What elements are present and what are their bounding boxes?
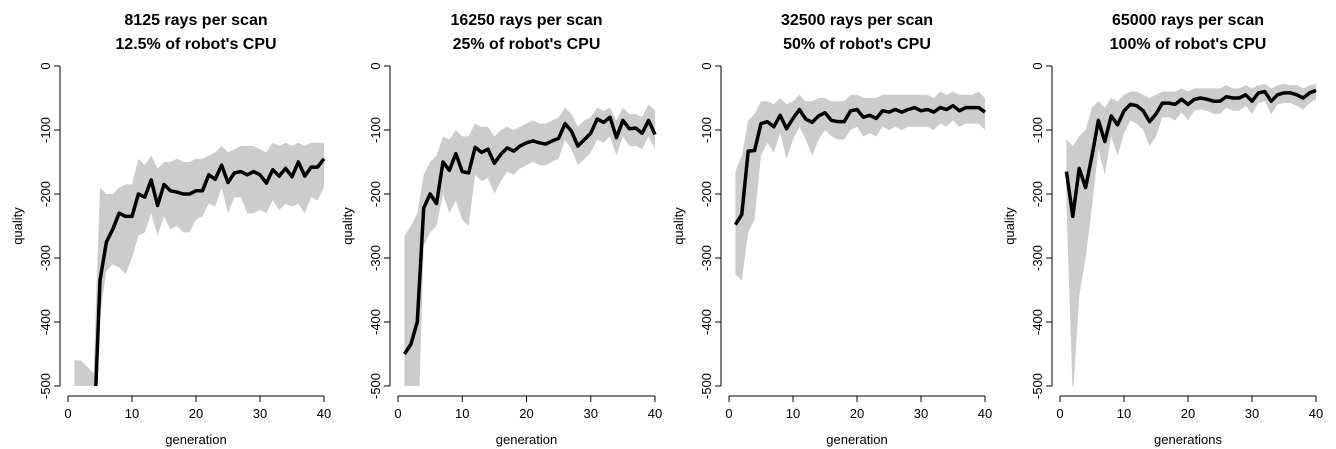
y-axis-title: quality (10, 207, 25, 245)
chart-title: 32500 rays per scan (781, 12, 933, 29)
y-tick-label: 0 (38, 62, 53, 69)
y-tick-label: -400 (368, 309, 383, 335)
y-tick-label: -100 (1030, 117, 1045, 143)
x-tick-label: 40 (648, 406, 662, 421)
x-tick-label: 30 (253, 406, 267, 421)
chart-title: 65000 rays per scan (1112, 12, 1264, 29)
range-band (735, 91, 985, 281)
x-tick-label: 10 (125, 406, 139, 421)
x-tick-label: 0 (1056, 406, 1063, 421)
y-tick-label: -500 (368, 373, 383, 399)
mean-line (402, 115, 657, 355)
x-tick-label: 0 (64, 406, 71, 421)
y-tick-label: -400 (38, 309, 53, 335)
y-tick-label: -300 (1030, 245, 1045, 271)
chart-panel-4: 0 -100 -200 -300 -400 -500 0 10 20 30 40 generation… (1002, 12, 1323, 447)
x-tick-label: 40 (978, 406, 992, 421)
chart-title: 8125 rays per scan (124, 12, 267, 29)
x-tick-label: 20 (850, 406, 864, 421)
mean-line (1064, 88, 1317, 219)
x-tick-label: 30 (914, 406, 928, 421)
y-axis-title: quality (671, 207, 686, 245)
y-tick-label: -100 (38, 117, 53, 143)
x-tick-label: 20 (519, 406, 533, 421)
x-axis-title: generation (496, 432, 557, 447)
range-band (74, 142, 324, 386)
y-tick-label: -500 (699, 373, 714, 399)
y-tick-label: -200 (38, 181, 53, 207)
x-tick-label: 10 (1117, 406, 1131, 421)
chart-panel-1: 0 -100 -200 -300 -400 -500 0 10 20 30 40 generation… (10, 12, 331, 447)
x-tick-label: 30 (584, 406, 598, 421)
mean-line (94, 157, 326, 386)
chart-subtitle: 50% of robot's CPU (783, 36, 931, 53)
y-tick-label: -300 (699, 245, 714, 271)
x-tick-label: 0 (394, 406, 401, 421)
x-tick-label: 40 (317, 406, 331, 421)
y-tick-label: 0 (699, 62, 714, 69)
y-axis-title: quality (1002, 207, 1017, 245)
y-tick-label: -200 (1030, 181, 1045, 207)
chart-panel-3: 0 -100 -200 -300 -400 -500 0 10 20 30 40 generation… (671, 12, 992, 447)
y-tick-label: -100 (368, 117, 383, 143)
y-tick-label: -400 (699, 309, 714, 335)
chart-title: 16250 rays per scan (450, 12, 602, 29)
y-tick-label: -100 (699, 117, 714, 143)
x-tick-label: 0 (725, 406, 732, 421)
y-tick-label: -200 (699, 181, 714, 207)
chart-subtitle: 100% of robot's CPU (1110, 36, 1267, 53)
y-tick-label: -500 (38, 373, 53, 399)
y-tick-label: -400 (1030, 309, 1045, 335)
chart-subtitle: 25% of robot's CPU (453, 36, 601, 53)
x-axis-title: generation (826, 432, 887, 447)
x-tick-label: 40 (1309, 406, 1323, 421)
range-band (1066, 83, 1316, 386)
y-tick-label: -500 (1030, 373, 1045, 399)
x-tick-label: 10 (786, 406, 800, 421)
x-tick-label: 30 (1245, 406, 1259, 421)
x-axis-title: generation (165, 432, 226, 447)
y-axis-title: quality (340, 207, 355, 245)
y-tick-label: 0 (1030, 62, 1045, 69)
y-tick-label: 0 (368, 62, 383, 69)
x-axis-title: generations (1154, 432, 1222, 447)
x-tick-label: 20 (1181, 406, 1195, 421)
y-tick-label: -300 (38, 245, 53, 271)
y-tick-label: -300 (368, 245, 383, 271)
mean-line (733, 103, 987, 226)
chart-panel-2: 0 -100 -200 -300 -400 -500 0 10 20 30 40 generation… (340, 12, 662, 447)
x-tick-label: 20 (189, 406, 203, 421)
range-band (404, 104, 655, 386)
x-tick-label: 10 (455, 406, 469, 421)
y-tick-label: -200 (368, 181, 383, 207)
chart-subtitle: 12.5% of robot's CPU (115, 36, 276, 53)
